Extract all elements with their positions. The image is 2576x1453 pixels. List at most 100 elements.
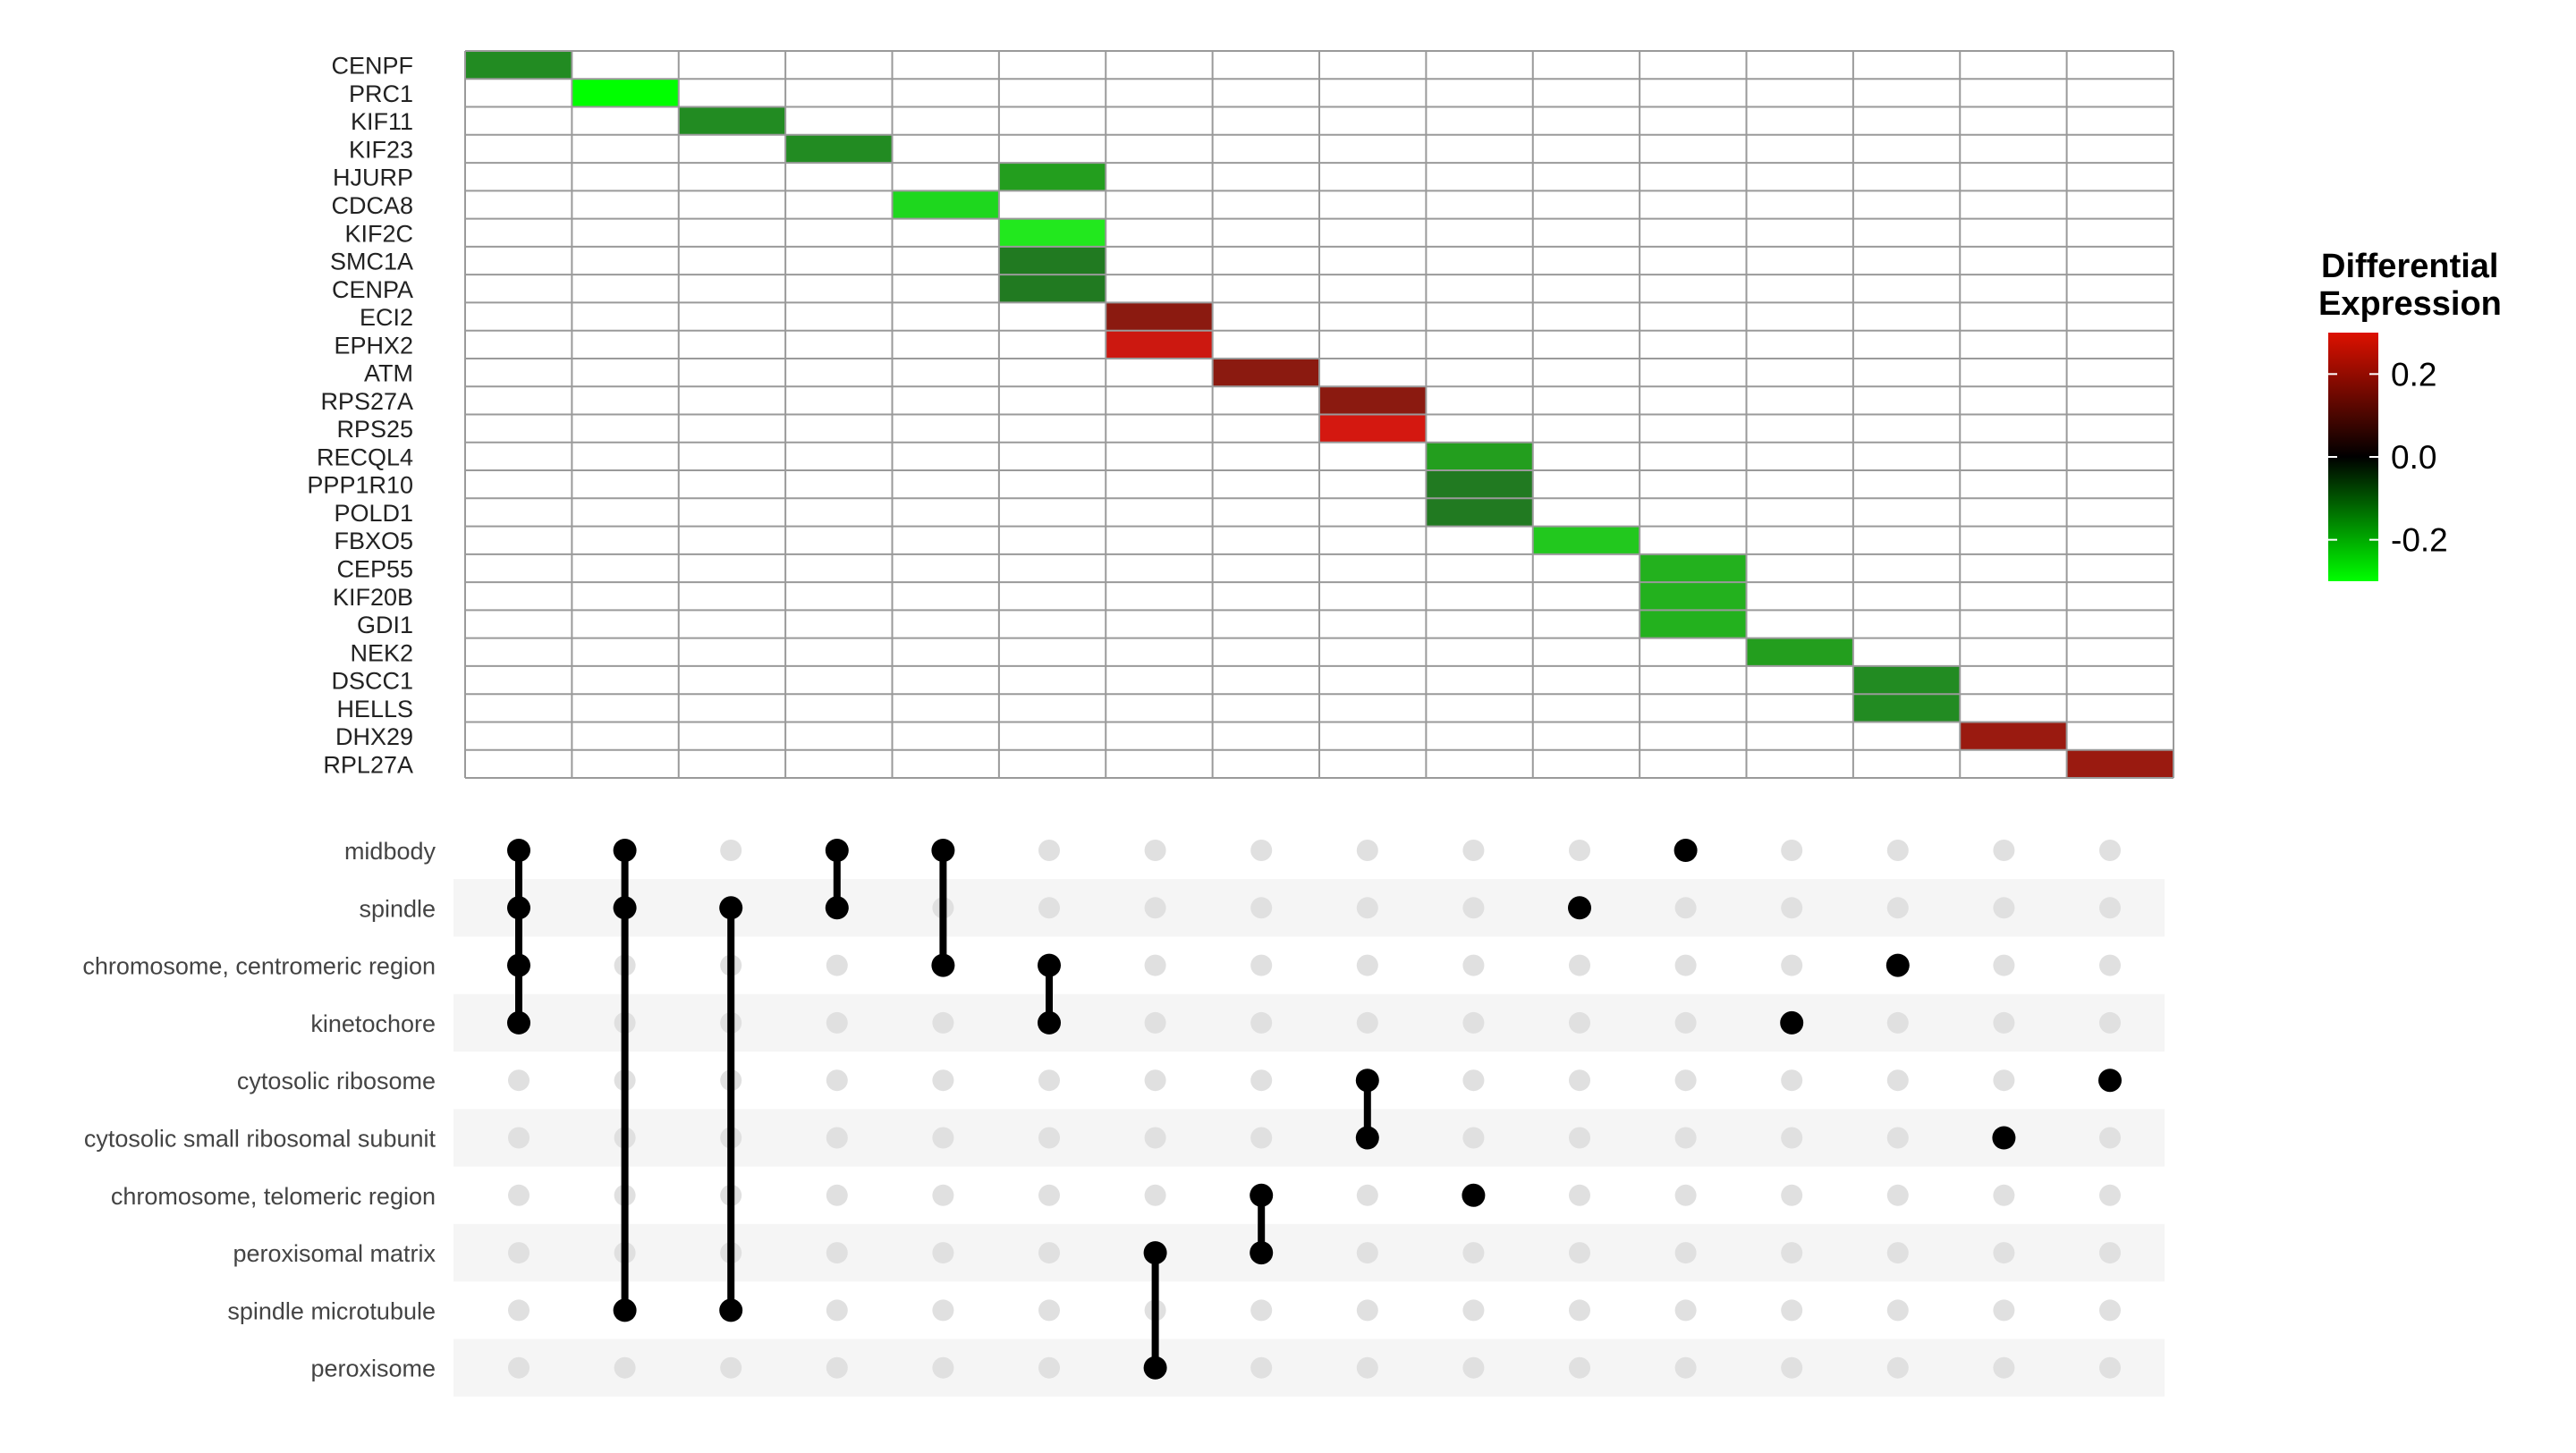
- matrix-dot-inactive: [508, 1356, 530, 1379]
- matrix-dot-inactive: [1250, 1299, 1273, 1322]
- heatmap-cell-cenpf: [465, 51, 572, 80]
- gene-label-rps25: RPS25: [336, 416, 413, 443]
- gene-label-nek2: NEK2: [350, 639, 413, 666]
- set-label-cytosolic-small-ribosomal-subunit: cytosolic small ribosomal subunit: [84, 1126, 436, 1153]
- matrix-dot-inactive: [1569, 1242, 1590, 1264]
- gene-label-ppp1r10: PPP1R10: [307, 472, 413, 499]
- gene-label-ephx2: EPHX2: [334, 332, 413, 359]
- gene-label-smc1a: SMC1A: [330, 249, 413, 275]
- heatmap-cell-ppp1r10: [1426, 470, 1533, 499]
- matrix-dot-inactive: [1462, 897, 1485, 919]
- matrix-dot-inactive: [1886, 1299, 1909, 1322]
- matrix-dot-active: [719, 896, 743, 920]
- color-legend: Differential Expression 0.2 0.0 -0.2: [2318, 248, 2502, 581]
- matrix-dot-inactive: [1250, 954, 1273, 976]
- heatmap-cell-gdi1: [1640, 610, 1747, 638]
- matrix-dot-inactive: [1674, 1299, 1697, 1322]
- matrix-dot-inactive: [1781, 1242, 1803, 1264]
- matrix-dot-inactive: [826, 1242, 848, 1264]
- upset-matrix-panel: midbody spindle chromosome, centromeric re…: [82, 838, 2165, 1397]
- heatmap-cell-cenpa: [998, 275, 1106, 303]
- set-label-peroxisomal-matrix: peroxisomal matrix: [233, 1240, 436, 1267]
- matrix-dot-active: [1674, 839, 1698, 862]
- matrix-dot-inactive: [1250, 840, 1273, 861]
- legend-tick-label: -0.2: [2391, 522, 2448, 559]
- matrix-dot-inactive: [2099, 954, 2121, 976]
- matrix-dot-inactive: [1144, 1011, 1166, 1034]
- matrix-dot-inactive: [1144, 1184, 1166, 1206]
- heatmap-cell-rpl27a: [2066, 749, 2174, 778]
- set-label-chromosome-telomeric-region: chromosome, telomeric region: [111, 1183, 436, 1210]
- heatmap-cell-cep55: [1640, 553, 1747, 583]
- set-label-kinetochore: kinetochore: [310, 1010, 436, 1037]
- set-label-cytosolic-ribosome: cytosolic ribosome: [237, 1068, 436, 1094]
- set-label-chromosome-centromeric-region: chromosome, centromeric region: [82, 953, 436, 980]
- matrix-dot-active: [1355, 1069, 1379, 1093]
- matrix-dot-inactive: [1144, 897, 1166, 919]
- gene-label-eci2: ECI2: [360, 304, 413, 331]
- matrix-dot-inactive: [1674, 1356, 1697, 1379]
- matrix-dot-inactive: [1462, 840, 1485, 861]
- matrix-dot-inactive: [2099, 1356, 2121, 1379]
- heatmap-cell-cdca8: [892, 190, 999, 219]
- matrix-dot-inactive: [826, 1184, 848, 1206]
- matrix-dot-inactive: [1038, 1069, 1060, 1092]
- heatmap-cell-hells: [1852, 694, 1961, 722]
- matrix-dot-active: [507, 953, 530, 977]
- matrix-dot-inactive: [2099, 840, 2121, 861]
- matrix-dot-inactive: [1886, 1356, 1909, 1379]
- matrix-dot-inactive: [508, 1242, 530, 1264]
- matrix-dot-inactive: [1356, 1011, 1378, 1034]
- matrix-dot-inactive: [1886, 840, 1909, 861]
- gene-label-cdca8: CDCA8: [331, 192, 413, 219]
- matrix-dot-inactive: [1038, 1356, 1060, 1379]
- gene-label-kif2c: KIF2C: [344, 220, 413, 247]
- matrix-dot-inactive: [1356, 897, 1378, 919]
- matrix-dot-inactive: [508, 1184, 530, 1206]
- matrix-dot-active: [1355, 1126, 1379, 1150]
- matrix-dot-inactive: [932, 1127, 954, 1149]
- matrix-dot-inactive: [1250, 1127, 1273, 1149]
- matrix-dot-active: [1780, 1010, 1804, 1035]
- matrix-dot-inactive: [1356, 954, 1378, 976]
- matrix-dot-inactive: [932, 1069, 954, 1092]
- heatmap-cell-eci2: [1106, 302, 1213, 331]
- matrix-dot-active: [2098, 1069, 2122, 1093]
- matrix-dot-inactive: [1993, 1184, 2015, 1206]
- matrix-dot-inactive: [1462, 1127, 1485, 1149]
- matrix-dot-inactive: [1250, 1356, 1273, 1379]
- gene-label-fbxo5: FBXO5: [334, 528, 413, 554]
- heatmap-cell-smc1a: [998, 246, 1106, 275]
- legend-tick-label: 0.0: [2391, 439, 2436, 476]
- matrix-dot-inactive: [932, 1356, 954, 1379]
- matrix-dot-inactive: [1462, 1069, 1485, 1092]
- matrix-dot-inactive: [1038, 897, 1060, 919]
- matrix-dot-inactive: [1569, 1127, 1590, 1149]
- matrix-dot-active: [1885, 953, 1910, 977]
- matrix-dot-active: [1568, 896, 1591, 920]
- matrix-dot-inactive: [1993, 954, 2015, 976]
- matrix-dot-active: [825, 896, 849, 920]
- matrix-dot-inactive: [1462, 1242, 1485, 1264]
- matrix-dot-inactive: [614, 1356, 636, 1379]
- matrix-dot-inactive: [1886, 1127, 1909, 1149]
- matrix-dot-inactive: [1569, 954, 1590, 976]
- heatmap-cell-kif20b: [1640, 582, 1747, 611]
- matrix-dot-active: [1038, 953, 1061, 977]
- matrix-dot-inactive: [1356, 1242, 1378, 1264]
- matrix-dot-inactive: [1993, 1011, 2015, 1034]
- heatmap-cell-dscc1: [1852, 665, 1961, 695]
- matrix-dot-inactive: [1462, 954, 1485, 976]
- matrix-dot-active: [1143, 1241, 1167, 1265]
- matrix-dot-inactive: [826, 1127, 848, 1149]
- heatmap-cell-rps27a: [1319, 386, 1427, 415]
- matrix-dot-inactive: [826, 1356, 848, 1379]
- gene-label-rps27a: RPS27A: [320, 388, 413, 415]
- matrix-dot-inactive: [1674, 1184, 1697, 1206]
- matrix-dot-inactive: [1569, 1184, 1590, 1206]
- gene-label-hells: HELLS: [336, 696, 413, 722]
- matrix-dot-active: [1038, 1010, 1061, 1035]
- matrix-dot-inactive: [1038, 1299, 1060, 1322]
- matrix-dot-inactive: [2099, 897, 2121, 919]
